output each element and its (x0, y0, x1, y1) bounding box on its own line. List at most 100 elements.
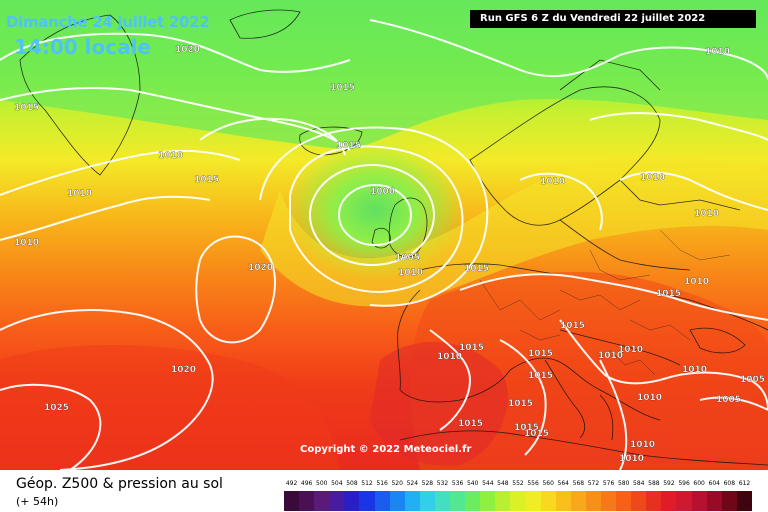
forecast-date: Dimanche 24 juillet 2022 (6, 13, 210, 31)
scale-swatch (495, 491, 511, 511)
scale-swatch (525, 491, 541, 511)
low-pressure-core (285, 140, 465, 280)
yellow-trough (260, 155, 768, 307)
isobar-label-1010: 1010 (619, 454, 644, 464)
scale-swatch (374, 491, 390, 511)
isobar-label-1015: 1015 (560, 321, 585, 331)
scale-swatch (570, 491, 586, 511)
scale-swatch (691, 491, 707, 511)
isobar-label-1010: 1010 (705, 47, 730, 57)
legend-title: Géop. Z500 & pression au sol (16, 476, 223, 492)
isobar-label-1015: 1015 (459, 343, 484, 353)
forecast-time: 14:00 locale (14, 35, 151, 59)
isobar-label-1005: 1005 (740, 375, 765, 385)
scale-label: 608 (723, 480, 736, 487)
isobar-label-1010: 1010 (684, 277, 709, 287)
scale-label: 528 (421, 480, 434, 487)
isobar-label-1010: 1010 (630, 440, 655, 450)
scale-swatch (344, 491, 360, 511)
isobar-label-1005: 1005 (395, 253, 420, 263)
scale-label: 572 (587, 480, 600, 487)
isobar-label-1010: 1010 (540, 177, 565, 187)
scale-swatch (721, 491, 737, 511)
copyright-notice: Copyright © 2022 Meteociel.fr (300, 444, 472, 455)
scale-swatch (465, 491, 481, 511)
scale-label: 536 (451, 480, 464, 487)
isobar-label-1000: 1000 (370, 187, 395, 197)
isobar-label-1020: 1020 (248, 263, 273, 273)
scale-label: 532 (436, 480, 449, 487)
isobar-label-1020: 1020 (175, 45, 200, 55)
scale-label: 496 (300, 480, 313, 487)
isobar-label-1010: 1010 (682, 365, 707, 375)
scale-swatch (389, 491, 405, 511)
scale-swatch (419, 491, 435, 511)
coastlines (19, 9, 768, 466)
isobar-label-1015: 1015 (528, 349, 553, 359)
isobar-label-1015: 1015 (528, 371, 553, 381)
scale-label: 604 (708, 480, 720, 487)
scale-label: 500 (316, 480, 328, 487)
scale-swatch (510, 491, 526, 511)
scale-label: 508 (346, 480, 358, 487)
isobar-label-1015: 1015 (194, 175, 219, 185)
scale-swatch (450, 491, 466, 511)
color-scale-bar (284, 491, 752, 511)
scale-swatch (736, 491, 752, 511)
scale-label: 564 (557, 480, 569, 487)
isobar-label-1010: 1010 (437, 352, 462, 362)
scale-label: 568 (572, 480, 585, 487)
isobar-label-1015: 1015 (330, 83, 355, 93)
isobar-label-1010: 1010 (618, 345, 643, 355)
isobar-label-1015: 1015 (14, 103, 39, 113)
scale-swatch (404, 491, 420, 511)
isobar-label-1010: 1010 (640, 173, 665, 183)
isobar-label-1025: 1025 (44, 403, 69, 413)
scale-label: 600 (693, 480, 705, 487)
scale-label: 556 (527, 480, 539, 487)
green-north-band (0, 0, 768, 150)
isobar-label-1010: 1010 (694, 209, 719, 219)
isobar-label-1015: 1015 (464, 264, 489, 274)
color-scale-labels: 492 496 500 504 508 512 516 520 524 528 532 536 540 5… (284, 480, 752, 489)
scale-label: 504 (331, 480, 343, 487)
scale-label: 576 (602, 480, 615, 487)
scale-swatch (480, 491, 496, 511)
scale-label: 544 (482, 480, 494, 487)
scale-swatch (329, 491, 345, 511)
run-info: Run GFS 6 Z du Vendredi 22 juillet 2022 (470, 10, 756, 28)
color-scale: 492 496 500 504 508 512 516 520 524 528 532 536 540 5… (284, 480, 752, 511)
scale-label: 612 (738, 480, 751, 487)
hot-core-iberia (370, 341, 508, 466)
isobar-label-1010: 1010 (67, 189, 92, 199)
scale-label: 516 (376, 480, 388, 487)
scale-swatch (661, 491, 677, 511)
scale-label: 548 (497, 480, 509, 487)
isobar-lines (0, 19, 768, 470)
scale-label: 596 (678, 480, 690, 487)
scale-swatch (314, 491, 330, 511)
scale-label: 524 (406, 480, 419, 487)
isobar-label-1005: 1005 (716, 395, 741, 405)
isobar-label-1010: 1010 (14, 238, 39, 248)
scale-swatch (299, 491, 315, 511)
isobar-label-1015: 1015 (514, 423, 539, 433)
scale-label: 540 (466, 480, 479, 487)
isobar-label-1010: 1010 (598, 351, 623, 361)
legend-subtitle: (+ 54h) (16, 495, 59, 508)
scale-label: 560 (542, 480, 554, 487)
isobar-label-1015: 1015 (524, 429, 549, 439)
scale-swatch (555, 491, 571, 511)
scale-label: 592 (663, 480, 675, 487)
isobar-label-1010: 1010 (398, 268, 423, 278)
isobar-label-1010: 1010 (637, 393, 662, 403)
scale-swatch (676, 491, 692, 511)
scale-swatch (284, 491, 300, 511)
atlantic-high (0, 345, 340, 470)
scale-swatch (631, 491, 647, 511)
scale-swatch (616, 491, 632, 511)
isobar-label-1015: 1015 (508, 399, 533, 409)
scale-label: 552 (512, 480, 524, 487)
